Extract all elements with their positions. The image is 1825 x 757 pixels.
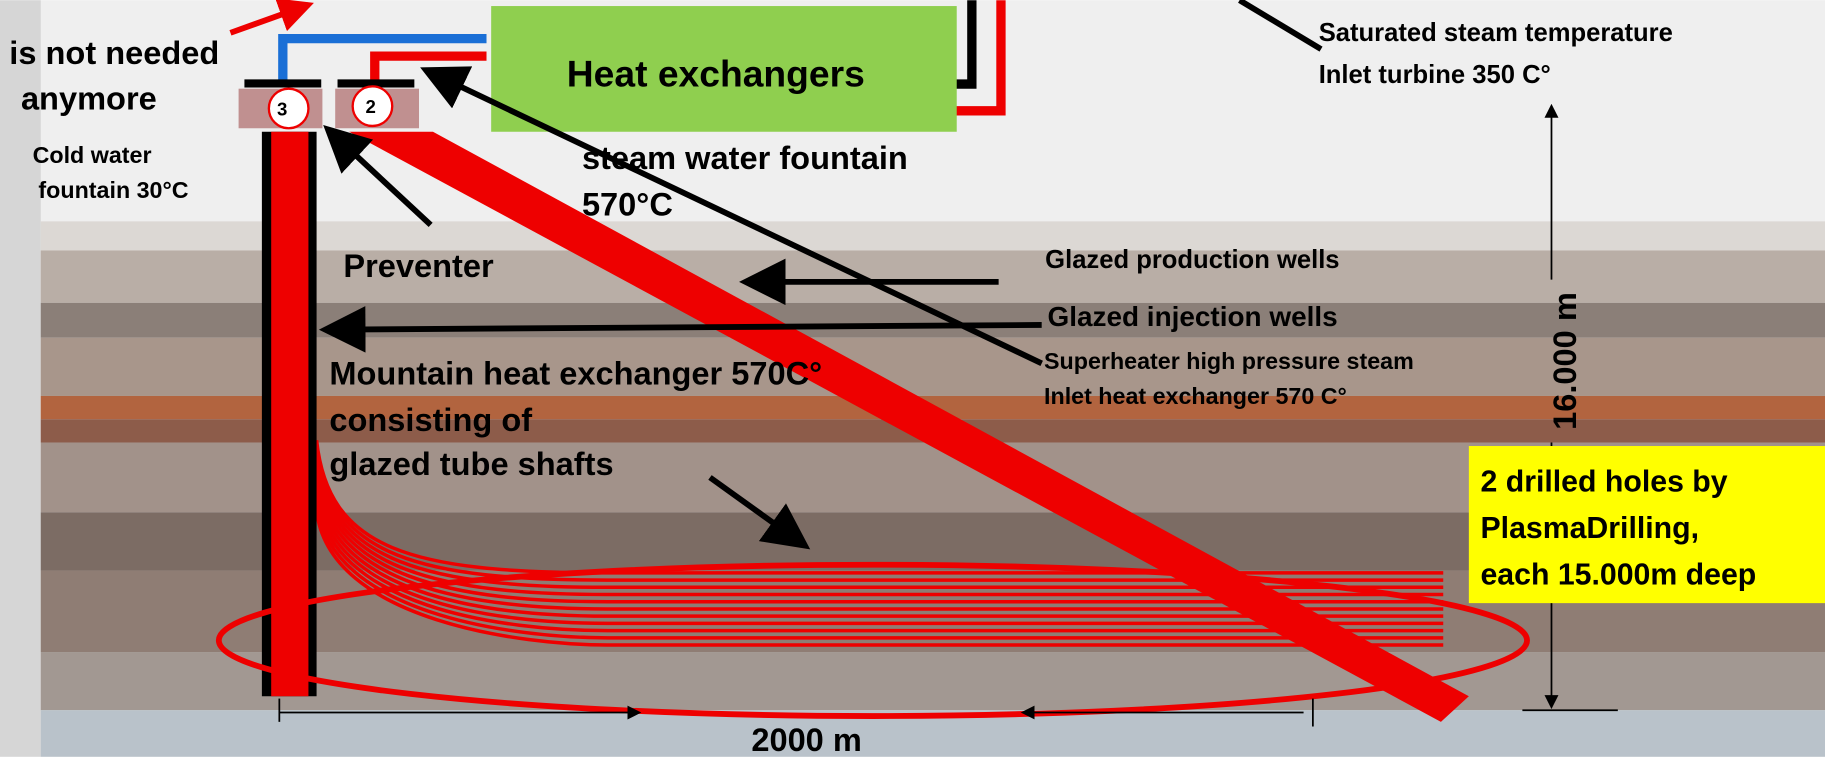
cold-water: Cold water xyxy=(33,142,152,168)
wellhead-number: 2 xyxy=(365,96,375,117)
turbine-note: Inlet turbine 350 C° xyxy=(1319,61,1551,89)
note: anymore xyxy=(21,81,157,117)
width-label: 2000 m xyxy=(751,722,862,757)
preventer: Preventer xyxy=(343,248,494,284)
heat-exchanger-label: Heat exchangers xyxy=(567,52,865,94)
mountain-label: consisting of xyxy=(329,402,532,438)
wellhead-number: 3 xyxy=(277,98,287,119)
note: is not needed xyxy=(9,35,219,71)
cold-water: fountain 30°C xyxy=(38,177,188,203)
drilled-holes: PlasmaDrilling, xyxy=(1480,512,1699,545)
production-wells: Glazed production wells xyxy=(1045,246,1339,274)
drilled-holes: each 15.000m deep xyxy=(1480,559,1756,592)
mountain-label: glazed tube shafts xyxy=(329,446,613,482)
steam-fountain: steam water fountain xyxy=(582,140,908,176)
injection-wells: Glazed injection wells xyxy=(1048,301,1338,332)
diagram: Heat exchangers 3 2 is not needed anymor… xyxy=(0,0,1825,757)
steam-fountain: 570°C xyxy=(582,187,673,223)
turbine-note: Saturated steam temperature xyxy=(1319,19,1673,47)
superheater: Inlet heat exchanger 570 C° xyxy=(1044,383,1347,409)
drilled-holes: 2 drilled holes by xyxy=(1480,465,1727,498)
mountain-label: Mountain heat exchanger 570C° xyxy=(329,355,822,391)
depth-label: 16.000 m xyxy=(1547,292,1583,430)
superheater: Superheater high pressure steam xyxy=(1044,348,1414,374)
